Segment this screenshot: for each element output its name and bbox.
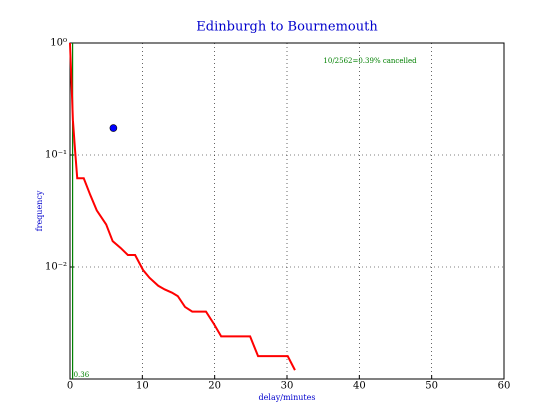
x-tick-label: 50 — [425, 381, 438, 392]
y-tick-label: 10⁰ — [50, 38, 67, 49]
y-axis-label: frequency — [35, 190, 44, 231]
annotation: 10/2562=0.39% cancelled — [323, 57, 417, 65]
x-tick-label: 30 — [281, 381, 294, 392]
plot-frame — [69, 42, 505, 380]
y-tick-label: 10⁻² — [45, 262, 67, 273]
x-tick-label: 0 — [67, 381, 73, 392]
marker-line-label: 0.36 — [74, 371, 90, 379]
data-point — [109, 124, 118, 132]
x-tick-label: 10 — [136, 381, 149, 392]
x-tick-label: 60 — [498, 381, 511, 392]
x-axis-label: delay/minutes — [259, 393, 316, 402]
x-tick-label: 40 — [353, 381, 366, 392]
data-line — [69, 42, 296, 371]
chart-title: Edinburgh to Bournemouth — [196, 20, 378, 35]
x-tick-label: 20 — [208, 381, 221, 392]
y-tick-label: 10⁻¹ — [45, 150, 67, 161]
